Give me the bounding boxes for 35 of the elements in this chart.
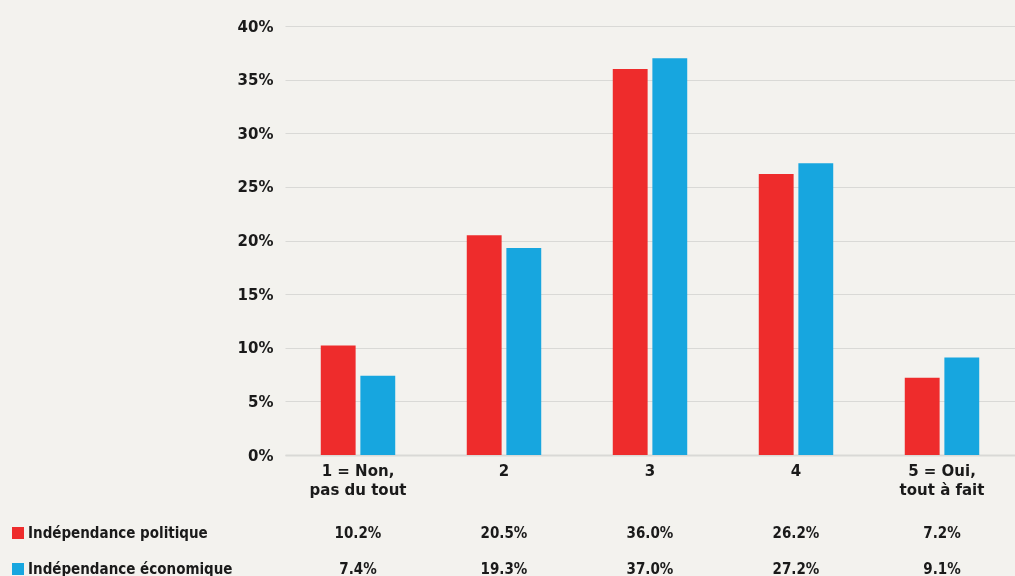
x-tick-label: 3 (644, 461, 656, 480)
y-tick-label: 35% (237, 71, 274, 90)
y-tick-label: 25% (237, 178, 274, 197)
data-label: 10.2% (333, 524, 383, 542)
x-tick-label: 2 (498, 461, 510, 480)
y-tick-label: 15% (237, 285, 274, 304)
data-label: 7.4% (338, 560, 378, 576)
y-tick-label: 40% (237, 17, 274, 36)
data-label: 7.2% (922, 524, 962, 542)
data-label: 27.2% (771, 560, 821, 576)
x-tick-label: 5 = Oui, tout à fait (899, 461, 985, 499)
bar (904, 377, 940, 455)
bar (466, 235, 502, 455)
x-tick-label: 1 = Non, pas du tout (309, 461, 407, 499)
data-label: 20.5% (479, 524, 529, 542)
legend-label: Indépendance politique (28, 524, 208, 542)
bar (652, 58, 688, 455)
bar (612, 68, 648, 455)
x-tick-label: 4 (790, 461, 802, 480)
bar (506, 248, 542, 455)
data-label: 19.3% (479, 560, 529, 576)
y-tick-label: 0% (248, 446, 274, 465)
data-label: 26.2% (771, 524, 821, 542)
y-tick-label: 30% (237, 124, 274, 143)
bar (944, 357, 980, 455)
y-tick-label: 10% (237, 339, 274, 358)
y-tick-label: 20% (237, 232, 274, 250)
data-label: 37.0% (625, 560, 675, 576)
data-label: 36.0% (625, 524, 675, 542)
data-label: 9.1% (922, 560, 962, 576)
bar (360, 375, 396, 455)
y-tick-label: 5% (248, 392, 274, 411)
bar (758, 174, 794, 455)
bar (320, 345, 356, 455)
bar (798, 163, 834, 455)
